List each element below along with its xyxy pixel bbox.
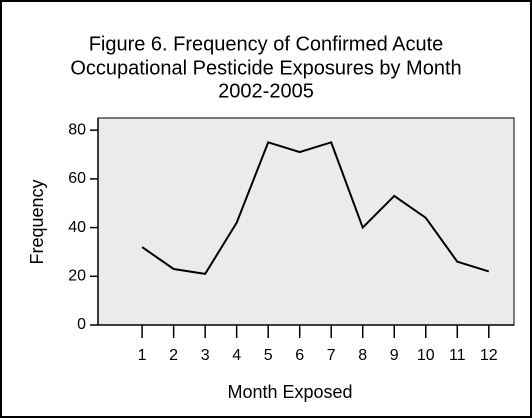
x-tick-label: 11 <box>449 347 466 364</box>
chart-title: Figure 6. Frequency of Confirmed Acute <box>89 33 444 55</box>
x-tick-label: 3 <box>201 347 210 364</box>
y-tick-label: 0 <box>77 316 86 333</box>
x-tick-label: 6 <box>295 347 304 364</box>
x-tick-label: 8 <box>358 347 367 364</box>
y-tick-label: 80 <box>68 121 86 138</box>
y-tick-label: 40 <box>68 219 86 236</box>
y-tick-label: 60 <box>68 170 86 187</box>
chart-title: Occupational Pesticide Exposures by Mont… <box>70 57 461 79</box>
x-axis-title: Month Exposed <box>227 382 352 402</box>
x-tick-label: 10 <box>417 347 435 364</box>
y-axis-title: Frequency <box>27 179 47 264</box>
x-tick-label: 1 <box>138 347 147 364</box>
x-tick-label: 9 <box>390 347 399 364</box>
y-tick-label: 20 <box>68 268 86 285</box>
x-tick-label: 2 <box>169 347 178 364</box>
chart-title: 2002-2005 <box>218 80 314 102</box>
x-tick-label: 12 <box>480 347 498 364</box>
x-tick-label: 4 <box>232 347 241 364</box>
x-tick-label: 5 <box>264 347 273 364</box>
x-tick-label: 7 <box>327 347 336 364</box>
plot-area <box>97 117 515 326</box>
line <box>141 141 490 275</box>
